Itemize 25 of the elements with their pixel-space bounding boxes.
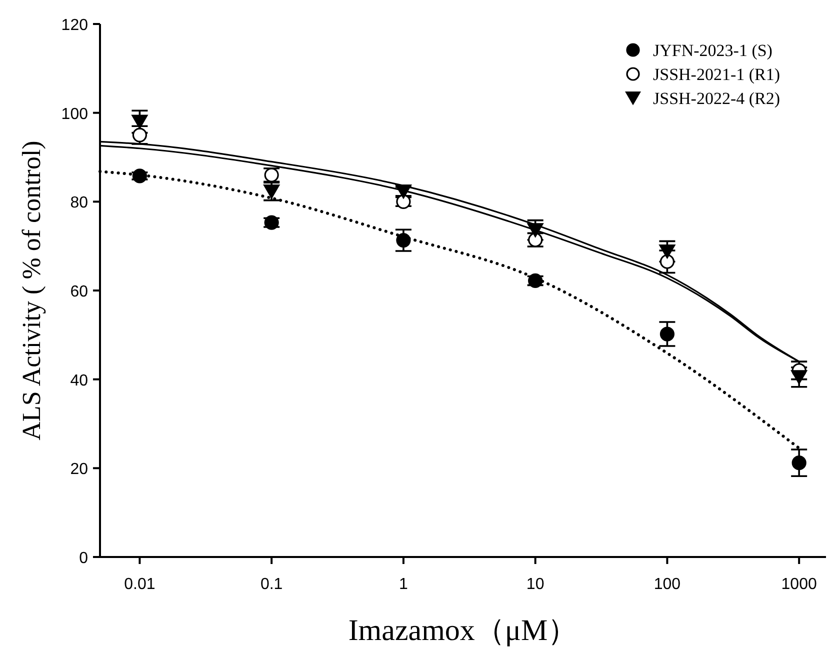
x-tick-label: 0.01 (124, 576, 156, 593)
legend-label: JYFN-2023-1 (S) (653, 41, 772, 60)
y-tick-label: 0 (79, 550, 88, 567)
point (792, 456, 806, 470)
point (132, 168, 147, 184)
y-axis-title: ALS Activity ( % of control) (17, 140, 46, 440)
point (659, 244, 676, 258)
point (262, 182, 280, 202)
y-tick-label: 40 (70, 372, 88, 390)
y-tick-label: 100 (61, 106, 88, 123)
point (660, 326, 675, 342)
x-tick-label: 1000 (781, 576, 817, 593)
x-axis-title: Imazamox（μM） (348, 614, 578, 647)
y-tick-label: 60 (70, 284, 88, 300)
y-tick-label: 80 (70, 194, 88, 212)
y-tick-label: 120 (61, 17, 88, 34)
point (396, 233, 411, 248)
y-tick-label: 20 (70, 461, 88, 478)
point (132, 114, 148, 129)
x-tick-label: 100 (654, 576, 681, 593)
legend-label: JSSH-2021-1 (R1) (653, 65, 780, 84)
x-tick-label: 0.1 (260, 576, 283, 593)
legend-label: JSSH-2022-4 (R2) (653, 89, 780, 108)
x-tick-label: 1 (399, 576, 408, 593)
x-tick-label: 10 (526, 576, 544, 593)
